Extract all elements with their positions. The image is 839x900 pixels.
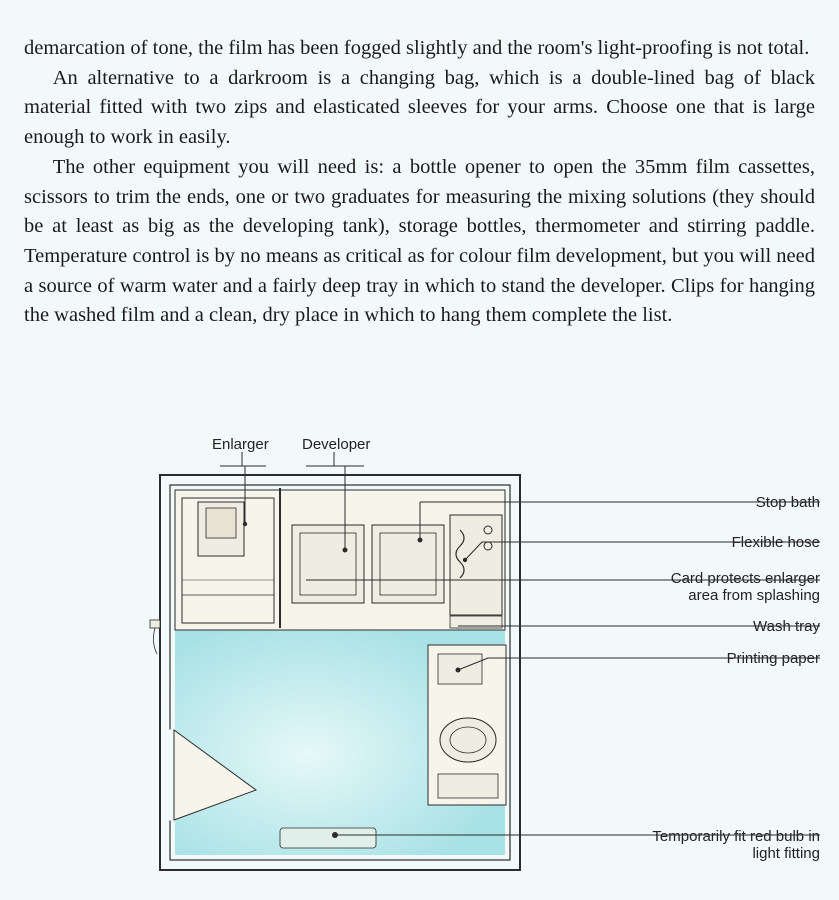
paragraph-3: The other equipment you will need is: a … — [24, 153, 815, 331]
diagram-svg — [120, 430, 820, 890]
paragraph-2: An alternative to a darkroom is a changi… — [24, 64, 815, 153]
body-text: demarcation of tone, the film has been f… — [24, 34, 815, 331]
paragraph-1: demarcation of tone, the film has been f… — [24, 34, 815, 64]
page: demarcation of tone, the film has been f… — [0, 0, 839, 900]
darkroom-diagram: Enlarger Developer Stop bath Flexible ho… — [120, 430, 820, 890]
